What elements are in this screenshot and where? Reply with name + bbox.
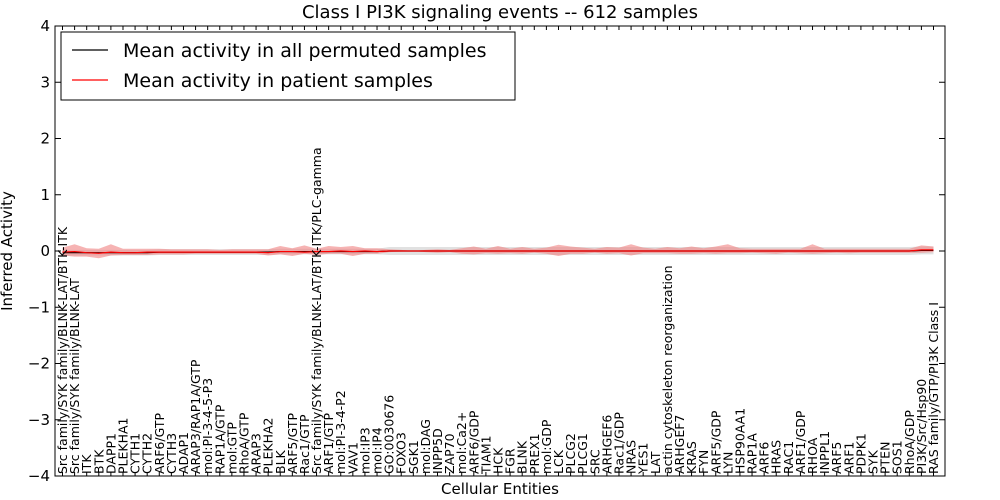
x-tick-label: ZAP70 [442,433,457,474]
x-tick-label: CYTH3 [164,433,179,474]
x-tick-label: FYN [696,450,711,474]
x-tick-label: Src family/SYK family/BLNK-LAT [67,278,82,474]
x-tick-label: PLEKHA2 [261,417,276,474]
x-ticks: Src family/SYK family/BLNK-LAT/BTK-ITKSr… [55,26,941,476]
x-tick-label: FOXO3 [394,432,409,474]
x-tick-label: ARF6/GTP [152,413,167,474]
x-tick-label: RAP1A/GTP [212,404,227,474]
x-tick-label: SRC [587,449,602,474]
y-tick-label: −1 [28,298,50,316]
x-tick-label: INPP5D [430,428,445,474]
x-tick-label: DAPP1 [103,433,118,474]
x-tick-label: RAC1 [781,441,796,474]
x-tick-label: mol:Ca2+ [454,412,469,474]
x-tick-label: KRAS [684,441,699,474]
y-tick-label: 2 [40,130,50,148]
x-tick-label: BTK [91,449,106,474]
legend: Mean activity in all permuted samples Me… [60,31,516,101]
x-tick-label: Src family/SYK family/BLNK-LAT/BTK-ITK [55,226,70,474]
x-tick-label: PDPK1 [853,433,868,474]
x-tick-label: ADAP1 [176,432,191,474]
x-tick-label: ARF1 [841,442,856,474]
x-tick-label: VAV1 [345,442,360,474]
x-tick-label: RhoA/GDP [902,410,917,474]
x-tick-label: RAP1A [745,433,760,474]
x-tick-label: mol:PI-3-4-5-P3 [200,378,215,474]
x-tick-label: LCK [551,449,566,474]
x-tick-label: ITK [79,454,94,474]
x-tick-label: mol:DAG [418,419,433,474]
x-tick-label: RhoA/GTP [236,412,251,474]
x-tick-label: PTEN [878,442,893,474]
y-tick-label: −4 [28,467,50,485]
y-tick-label: 3 [40,73,50,91]
x-tick-label: ARF5/GTP [285,413,300,474]
y-tick-label: −3 [28,411,50,429]
x-tick-label: ARF6 [757,442,772,474]
x-tick-label: mol:GDP [539,419,554,474]
x-tick-label: SOS1 [890,440,905,474]
series-lines [62,249,934,254]
line-patient [62,249,934,254]
x-tick-label: ARF1/GTP [321,413,336,474]
y-ticks: −4 −3 −2 −1 0 1 2 3 4 [28,17,945,485]
x-tick-label: ARF1/GDP [793,410,808,474]
x-tick-label: Rac1/GDP [611,412,626,474]
x-tick-label: ARF6/GDP [466,410,481,474]
x-tick-label: ARAP3 [249,433,264,474]
x-tick-label: PLCG1 [575,433,590,474]
x-tick-label: HCK [491,447,506,474]
x-tick-label: mol:PI-3-4-P2 [333,390,348,474]
x-tick-label: HSP90AA1 [732,408,747,474]
legend-label-patient: Mean activity in patient samples [123,70,433,92]
x-tick-label: mol:IP4 [370,427,385,474]
x-tick-label: mol:GTP [224,422,239,474]
y-tick-label: −2 [28,355,50,373]
y-axis-label: Inferred Activity [0,191,16,311]
x-tick-label: INPPL1 [817,431,832,474]
legend-label-permuted: Mean activity in all permuted samples [123,40,486,62]
x-tick-label: RHOA [805,437,820,474]
x-tick-label: ARF5 [829,442,844,474]
x-tick-label: ARHGEF7 [672,415,687,474]
y-tick-label: 4 [40,17,50,35]
x-tick-label: actin cytoskeleton reorganization [660,265,675,474]
x-tick-label: PI3K/Src/Hsp90 [914,379,929,474]
x-tick-label: NRAS [624,440,639,474]
x-tick-label: SYK [866,449,881,474]
chart-title: Class I PI3K signaling events -- 612 sam… [302,2,698,23]
x-tick-label: LYN [720,452,735,474]
x-tick-label: PLCG2 [563,433,578,474]
x-tick-label: RAS family/GTP/PI3K Class I [926,302,941,474]
x-tick-label: ARHGEF6 [599,415,614,474]
x-tick-label: SGK1 [406,440,421,474]
x-tick-label: Rac1/GTP [297,414,312,474]
x-axis-label: Cellular Entities [441,480,559,498]
x-tick-label: TIAM1 [478,435,493,475]
x-tick-label: GO:0030676 [382,395,397,474]
x-tick-label: ARF5/GDP [708,410,723,474]
x-tick-label: BLK [273,449,288,474]
x-tick-label: HRAS [769,440,784,474]
x-tick-label: PREX1 [527,433,542,474]
x-tick-label: PLEKHA1 [115,417,130,474]
legend-box [60,31,516,101]
x-tick-label: CYTH2 [140,433,155,474]
x-tick-label: YES1 [636,443,651,475]
x-tick-label: LAT [648,451,663,474]
x-tick-label: ARAP3/RAP1A/GTP [188,359,203,474]
x-tick-label: Src family/SYK family/BLNK-LAT/BTK-ITK/P… [309,147,324,474]
y-tick-label: 0 [40,242,50,260]
x-tick-label: CYTH1 [128,433,143,474]
x-tick-label: BLNK [515,440,530,474]
x-tick-label: mol:IP3 [357,427,372,474]
x-tick-label: FGR [503,448,518,474]
y-tick-label: 1 [40,186,50,204]
